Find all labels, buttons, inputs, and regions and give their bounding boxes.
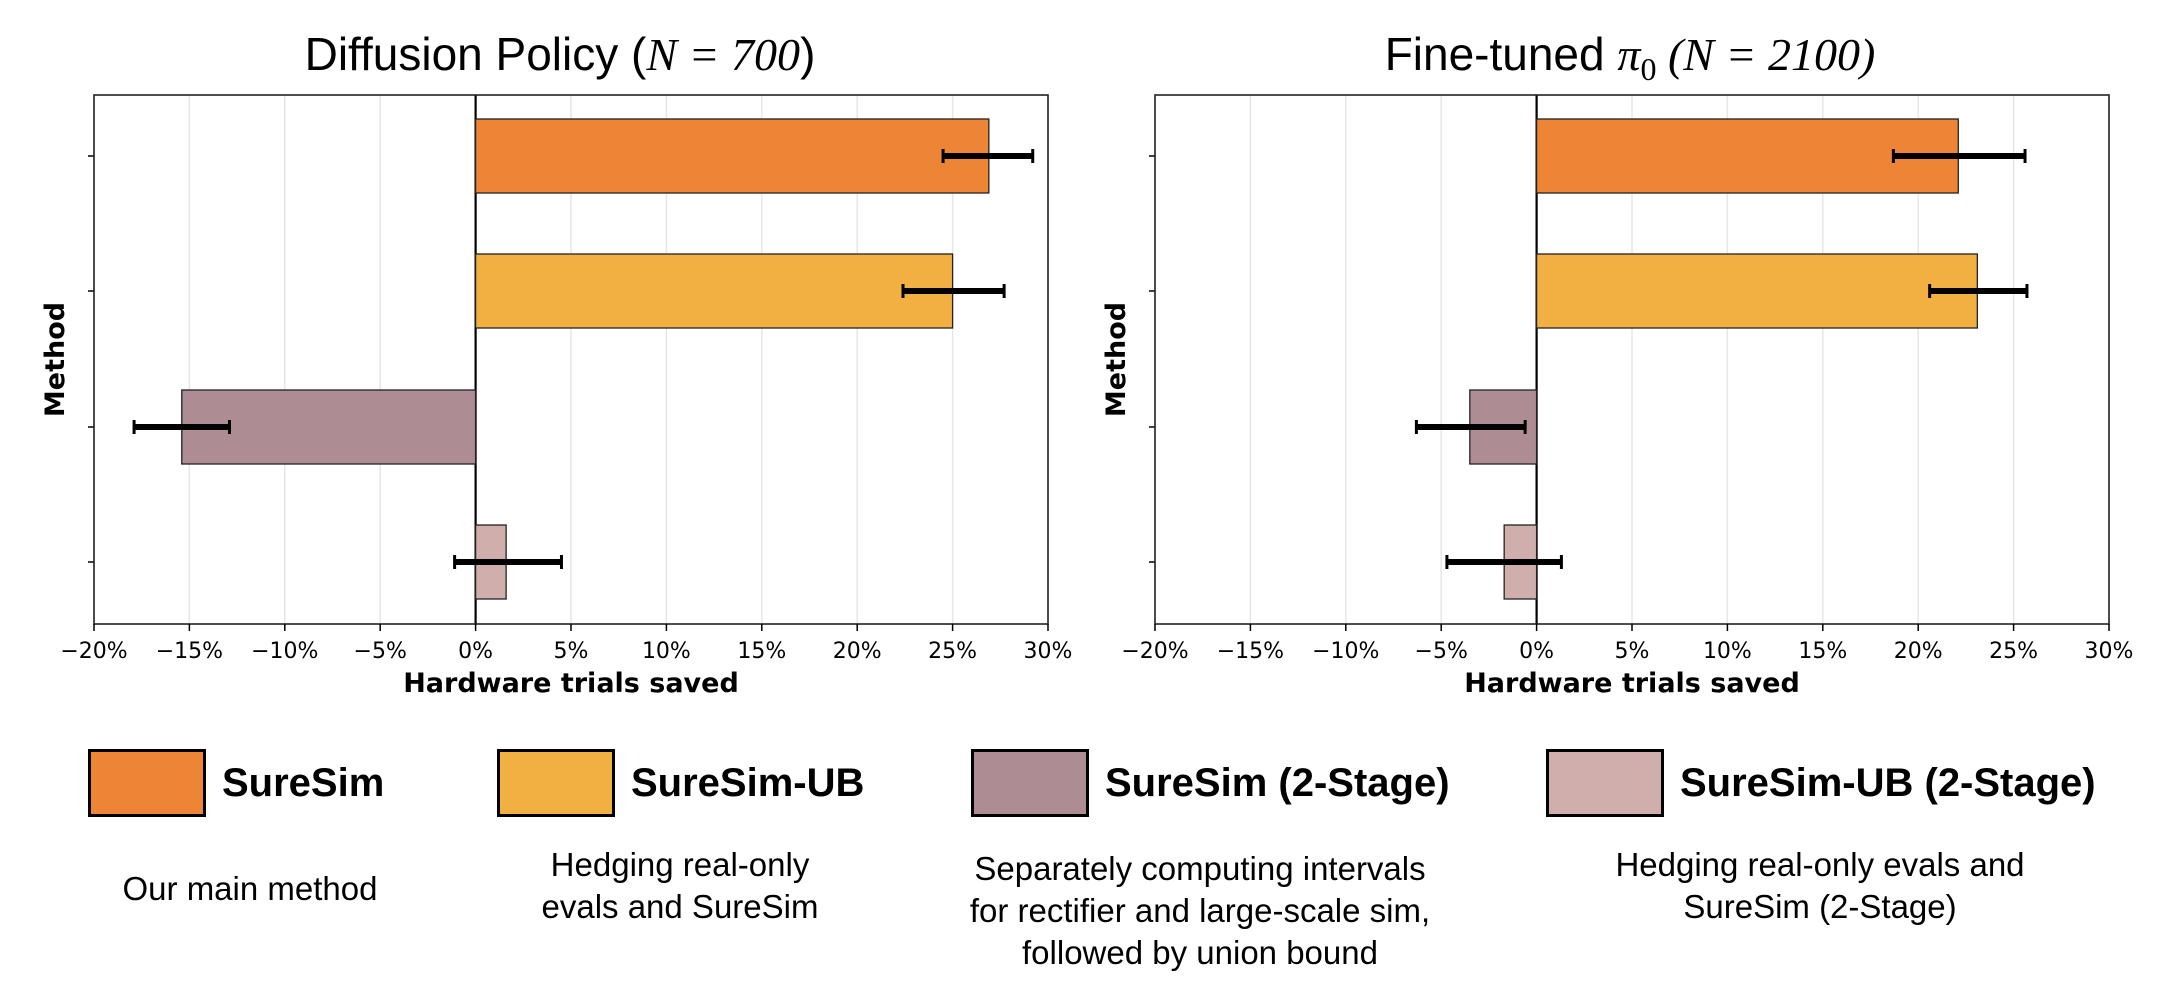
- chart-title: Fine-tuned π0 (N = 2100): [1385, 28, 1876, 87]
- x-tick-label: 15%: [1798, 639, 1847, 664]
- chart-title-math: N = 700: [645, 29, 800, 80]
- legend-desc-line: followed by union bound: [1022, 934, 1378, 971]
- x-tick-label: 20%: [1894, 639, 1943, 664]
- legend-swatch-suresim-ub: [497, 749, 615, 817]
- legend-desc-line: Our main method: [122, 870, 378, 907]
- legend-swatch-suresim-2stage: [971, 749, 1089, 817]
- legend-desc-suresim-2stage: Separately computing intervals for recti…: [930, 848, 1470, 974]
- x-tick-label: −5%: [1415, 639, 1468, 664]
- legend-swatch-suresim-ub-2stage: [1546, 749, 1664, 817]
- legend-label-suresim: SureSim: [222, 760, 385, 805]
- legend-desc-line: Hedging real-only evals and: [1615, 846, 2025, 883]
- x-tick-label: 0%: [458, 639, 493, 664]
- x-tick-label: 15%: [737, 639, 786, 664]
- x-tick-label: −5%: [354, 639, 407, 664]
- x-tick-label: −15%: [156, 639, 223, 664]
- legend-label-suresim-ub-2stage: SureSim-UB (2-Stage): [1680, 760, 2096, 805]
- x-tick-label: 30%: [1024, 639, 1073, 664]
- x-tick-label: 25%: [1989, 639, 2038, 664]
- chart-title-math: π: [1617, 29, 1642, 80]
- chart-fine-tuned-pi0: −20% −15% −10% −5% 0% 5% 10% 15% 20% 25% 30% Hardwa…: [1101, 28, 2133, 699]
- legend-desc-line: Separately computing intervals: [974, 850, 1426, 887]
- chart-title-text: Fine-tuned: [1385, 28, 1618, 80]
- legend-desc-suresim-ub-2stage: Hedging real-only evals and SureSim (2-S…: [1560, 844, 2080, 928]
- bar-suresim: [474, 118, 990, 194]
- x-tick-label: 10%: [642, 639, 691, 664]
- legend-label-suresim-2stage: SureSim (2-Stage): [1105, 760, 1450, 805]
- legend-desc-suresim: Our main method: [20, 868, 480, 910]
- y-axis-label: Method: [1101, 302, 1132, 417]
- chart-title-math: (N = 2100): [1656, 29, 1875, 80]
- legend-desc-line: for rectifier and large-scale sim,: [969, 892, 1431, 929]
- legend-item-suresim-ub: SureSim-UB: [497, 745, 864, 821]
- x-tick-label: −10%: [1312, 639, 1379, 664]
- legend-desc-line: evals and SureSim: [541, 888, 819, 925]
- x-axis-label: Hardware trials saved: [1464, 668, 1800, 699]
- legend-item-suresim: SureSim: [88, 745, 384, 821]
- legend-swatch-suresim: [88, 749, 206, 817]
- x-tick-label: 20%: [833, 639, 882, 664]
- x-tick-label: −10%: [251, 639, 318, 664]
- legend-desc-suresim-ub: Hedging real-only evals and SureSim: [460, 844, 900, 928]
- x-tick-label: 30%: [2085, 639, 2134, 664]
- chart-title-text: Diffusion Policy (: [305, 28, 647, 80]
- x-tick-label: 0%: [1519, 639, 1554, 664]
- x-tick-label: 5%: [554, 639, 589, 664]
- legend-item-suresim-ub-2stage: SureSim-UB (2-Stage): [1546, 745, 2096, 821]
- legend-item-suresim-2stage: SureSim (2-Stage): [971, 745, 1450, 821]
- y-axis-label: Method: [40, 302, 71, 417]
- x-tick-label: −20%: [60, 639, 127, 664]
- chart-title-subscript: 0: [1640, 51, 1656, 87]
- bar-suresim-ub: [474, 253, 954, 329]
- x-axis-label: Hardware trials saved: [403, 668, 739, 699]
- x-tick-label: 10%: [1703, 639, 1752, 664]
- chart-diffusion-policy: −20% −15% −10% −5% 0% 5% 10% 15% 20% 25% 30% Hardwa…: [40, 28, 1072, 699]
- chart-title-text: ): [800, 28, 815, 80]
- x-tick-label: −20%: [1121, 639, 1188, 664]
- x-tick-label: −15%: [1217, 639, 1284, 664]
- legend-desc-line: SureSim (2-Stage): [1683, 888, 1957, 925]
- chart-title: Diffusion Policy (N = 700): [305, 28, 816, 80]
- legend-label-suresim-ub: SureSim-UB: [631, 760, 865, 805]
- bar-suresim-ub: [1535, 253, 1978, 329]
- bar-suresim: [1535, 118, 1959, 194]
- x-tick-label: 25%: [928, 639, 977, 664]
- x-tick-label: 5%: [1615, 639, 1650, 664]
- legend-desc-line: Hedging real-only: [550, 846, 810, 883]
